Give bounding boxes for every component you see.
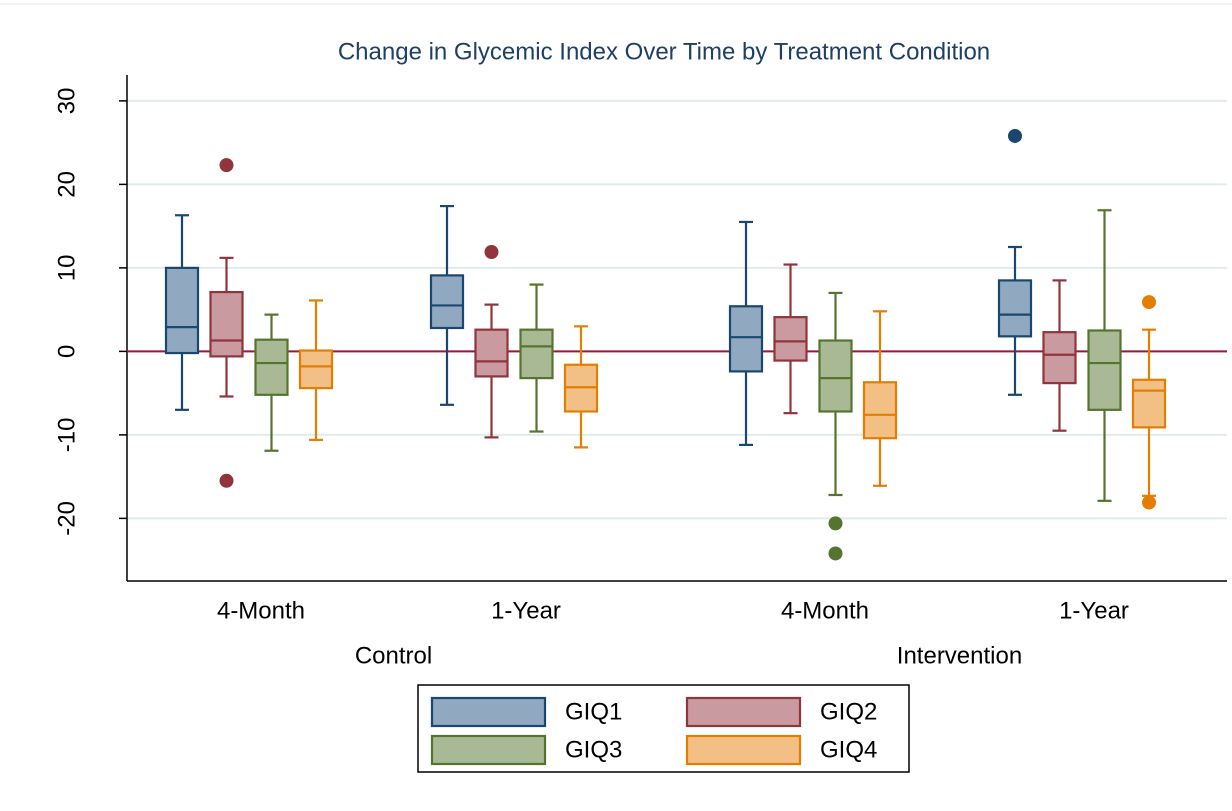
box — [298, 349, 334, 390]
x-tick-label: 4-Month — [217, 597, 305, 624]
outlier — [828, 516, 843, 531]
box — [209, 290, 244, 358]
legend-label: GIQ2 — [820, 698, 877, 725]
legend-label: GIQ4 — [820, 736, 877, 763]
box — [429, 274, 465, 330]
outlier — [1142, 495, 1156, 510]
box — [862, 381, 898, 440]
x-tick-label: 4-Month — [781, 597, 869, 624]
x-tick-label: 1-Year — [491, 597, 561, 624]
outlier — [828, 546, 843, 561]
outlier — [484, 245, 499, 260]
y-tick-label: -20 — [53, 501, 80, 536]
group-label: Control — [355, 642, 432, 669]
chart-title: Change in Glycemic Index Over Time by Tr… — [338, 38, 990, 65]
legend-swatch — [430, 734, 547, 766]
legend-swatch — [685, 696, 802, 728]
legend-label: GIQ1 — [565, 698, 622, 725]
box — [773, 316, 808, 362]
y-tick-label: -10 — [53, 418, 80, 453]
y-tick-label: 0 — [53, 345, 80, 358]
box — [818, 339, 853, 413]
outlier — [1142, 295, 1156, 310]
x-tick-label: 1-Year — [1059, 597, 1129, 624]
outlier — [219, 158, 234, 173]
group-label: Intervention — [897, 642, 1022, 669]
box — [474, 328, 509, 378]
box — [997, 279, 1033, 338]
box — [1131, 378, 1167, 429]
box — [1042, 331, 1077, 385]
legend-swatch — [685, 734, 802, 766]
outlier — [1008, 128, 1022, 143]
box — [254, 338, 289, 396]
box — [728, 305, 764, 373]
y-tick-label: 30 — [53, 88, 80, 115]
box — [164, 266, 200, 355]
y-tick-label: 10 — [53, 255, 80, 282]
y-tick-label: 20 — [53, 171, 80, 198]
legend-label: GIQ3 — [565, 736, 622, 763]
outlier — [219, 473, 234, 488]
box — [519, 328, 554, 380]
legend-swatch — [430, 696, 547, 728]
box — [1087, 329, 1122, 411]
